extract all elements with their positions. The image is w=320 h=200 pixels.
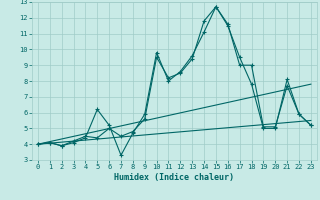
X-axis label: Humidex (Indice chaleur): Humidex (Indice chaleur) [115, 173, 234, 182]
